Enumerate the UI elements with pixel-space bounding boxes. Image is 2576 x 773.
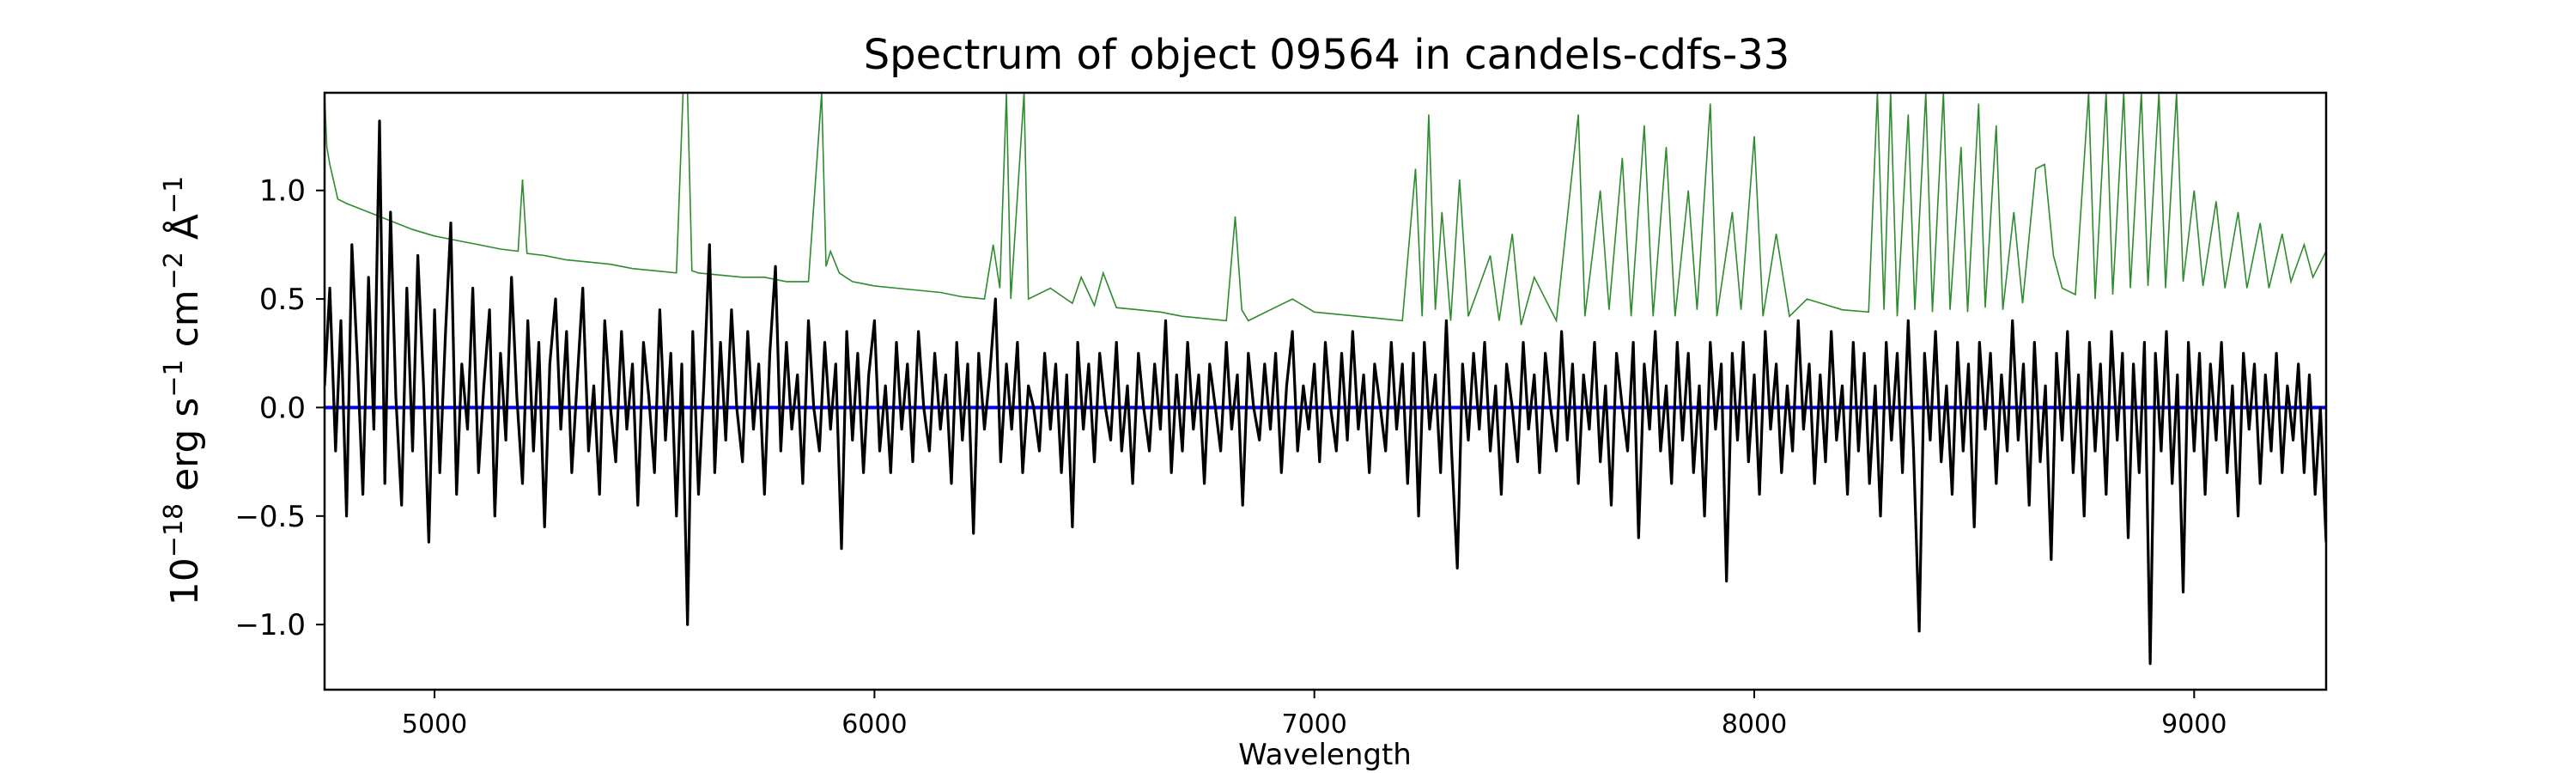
plot-area xyxy=(323,91,2328,691)
y-tick-label: −0.5 xyxy=(234,500,306,534)
error-spectrum-line xyxy=(325,93,2326,326)
x-tick-label: 8000 xyxy=(1722,709,1787,740)
y-tick-label: 1.0 xyxy=(259,174,306,209)
x-tick-label: 5000 xyxy=(402,709,467,740)
flux-spectrum-line xyxy=(325,119,2326,666)
y-tick-label: −1.0 xyxy=(234,608,306,642)
y-axis-label: 10−18 erg s−1 cm−2 Å−1 xyxy=(159,176,207,606)
x-axis: 5000 6000 7000 8000 9000 xyxy=(402,690,2227,740)
plot-frame xyxy=(323,91,2328,691)
x-tick-label: 7000 xyxy=(1282,709,1347,740)
y-tick-label: 0.5 xyxy=(259,283,306,317)
chart-title: Spectrum of object 09564 in candels-cdfs… xyxy=(864,31,1790,79)
x-axis-label: Wavelength xyxy=(1238,738,1412,772)
y-tick-label: 0.0 xyxy=(259,391,306,425)
x-tick-label: 6000 xyxy=(841,709,907,740)
x-tick-label: 9000 xyxy=(2161,709,2227,740)
y-axis: −1.0 −0.5 0.0 0.5 1.0 xyxy=(234,174,325,642)
